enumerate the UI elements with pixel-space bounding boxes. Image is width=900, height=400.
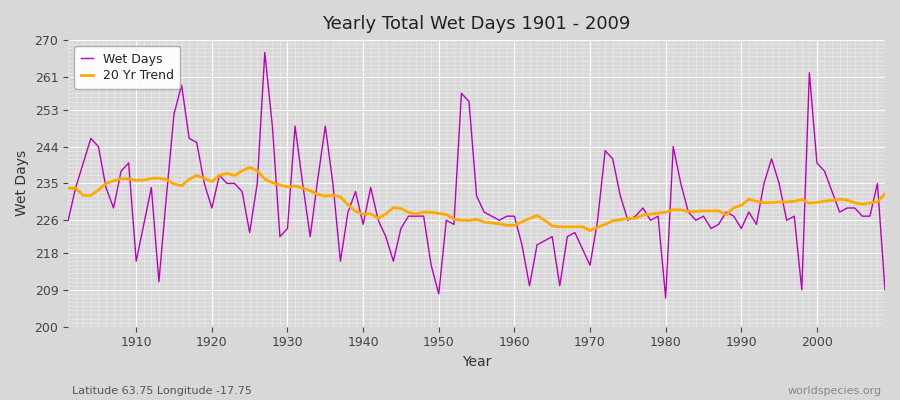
20 Yr Trend <box>123 176 134 181</box>
Wet Days <box>63 218 74 223</box>
X-axis label: Year: Year <box>462 355 491 369</box>
20 Yr Trend <box>509 223 520 228</box>
Y-axis label: Wet Days: Wet Days <box>15 150 29 216</box>
Wet Days <box>259 50 270 55</box>
20 Yr Trend <box>517 220 527 224</box>
Title: Yearly Total Wet Days 1901 - 2009: Yearly Total Wet Days 1901 - 2009 <box>322 15 631 33</box>
Wet Days <box>661 296 671 300</box>
Line: 20 Yr Trend: 20 Yr Trend <box>68 168 885 231</box>
Wet Days <box>608 156 618 161</box>
20 Yr Trend <box>63 186 74 191</box>
Text: Latitude 63.75 Longitude -17.75: Latitude 63.75 Longitude -17.75 <box>72 386 252 396</box>
20 Yr Trend <box>297 186 308 190</box>
Wet Days <box>879 288 890 292</box>
20 Yr Trend <box>879 192 890 196</box>
20 Yr Trend <box>585 228 596 233</box>
Text: worldspecies.org: worldspecies.org <box>788 386 882 396</box>
Line: Wet Days: Wet Days <box>68 52 885 298</box>
Wet Days <box>297 181 308 186</box>
Wet Days <box>343 210 354 214</box>
Wet Days <box>509 214 520 218</box>
20 Yr Trend <box>244 165 255 170</box>
Wet Days <box>517 242 527 247</box>
20 Yr Trend <box>615 217 626 222</box>
Legend: Wet Days, 20 Yr Trend: Wet Days, 20 Yr Trend <box>75 46 180 89</box>
Wet Days <box>123 160 134 165</box>
20 Yr Trend <box>343 202 354 207</box>
